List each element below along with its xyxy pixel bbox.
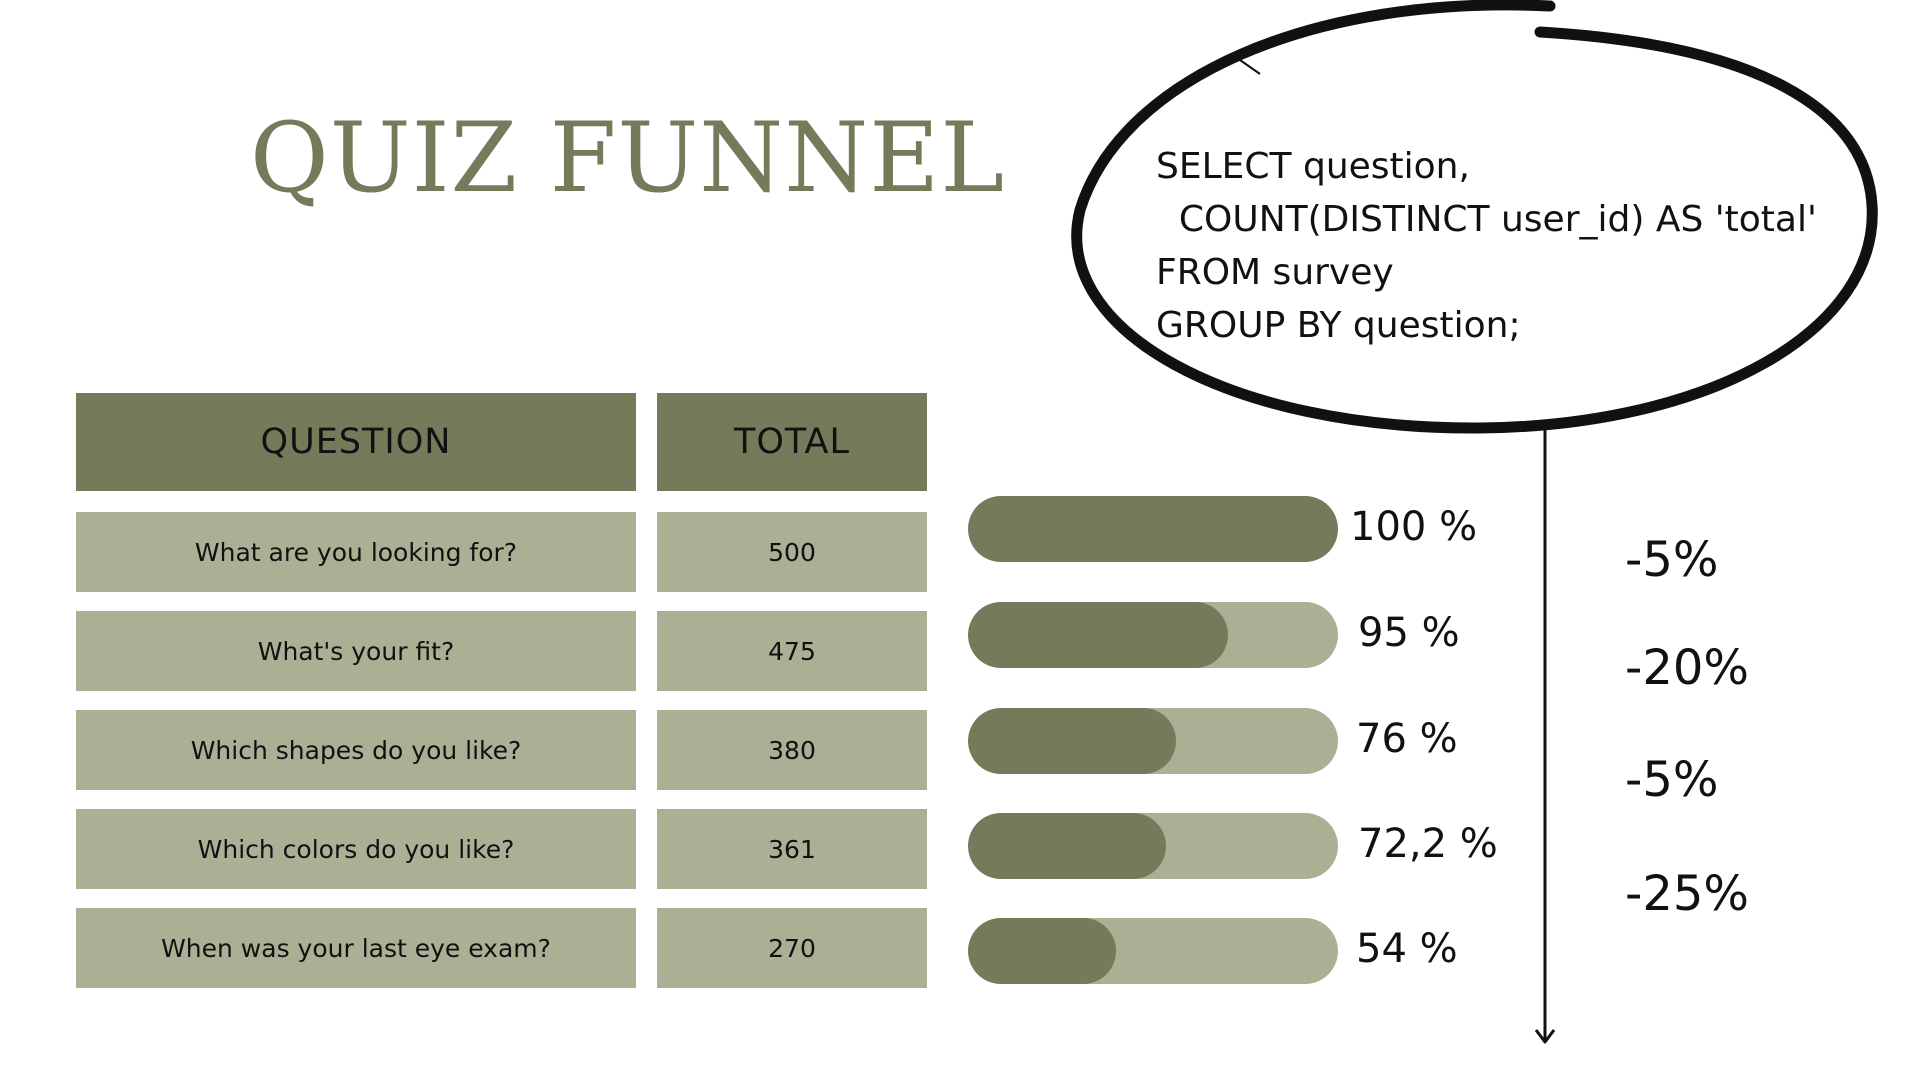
- question-cell: Which colors do you like?: [76, 809, 636, 889]
- question-cell: What are you looking for?: [76, 512, 636, 592]
- sql-line: COUNT(DISTINCT user_id) AS 'total': [1156, 199, 1817, 240]
- funnel-bar-track: [968, 602, 1338, 668]
- dropoff-label: -25%: [1625, 866, 1750, 922]
- down-arrow-icon: [1534, 430, 1556, 1044]
- funnel-bar-fill: [968, 813, 1166, 879]
- funnel-percent-label: 76 %: [1356, 716, 1458, 762]
- sql-line: FROM survey: [1156, 252, 1394, 293]
- column-header-question: QUESTION: [76, 393, 636, 491]
- question-cell: When was your last eye exam?: [76, 908, 636, 988]
- dropoff-label: -20%: [1625, 640, 1750, 696]
- total-cell: 380: [657, 710, 927, 790]
- funnel-bar-track: [968, 708, 1338, 774]
- funnel-percent-label: 100 %: [1350, 504, 1478, 550]
- question-cell: Which shapes do you like?: [76, 710, 636, 790]
- sql-line: SELECT question,: [1156, 146, 1470, 187]
- funnel-bar-fill: [968, 918, 1116, 984]
- column-header-total: TOTAL: [657, 393, 927, 491]
- funnel-bar-fill: [968, 708, 1177, 774]
- funnel-bar-fill: [968, 496, 1338, 562]
- funnel-percent-label: 95 %: [1358, 610, 1460, 656]
- question-cell: What's your fit?: [76, 611, 636, 691]
- total-cell: 270: [657, 908, 927, 988]
- total-cell: 500: [657, 512, 927, 592]
- sql-query: SELECT question, COUNT(DISTINCT user_id)…: [1156, 140, 1817, 352]
- total-cell: 475: [657, 611, 927, 691]
- total-cell: 361: [657, 809, 927, 889]
- sql-bubble-outline: [1071, 0, 1878, 434]
- dropoff-label: -5%: [1625, 532, 1719, 588]
- sql-line: GROUP BY question;: [1156, 305, 1521, 346]
- page-title: QUIZ FUNNEL: [250, 102, 1006, 214]
- funnel-bar-track: [968, 496, 1338, 562]
- funnel-percent-label: 72,2 %: [1358, 821, 1498, 867]
- funnel-percent-label: 54 %: [1356, 926, 1458, 972]
- dropoff-label: -5%: [1625, 752, 1719, 808]
- funnel-bar-track: [968, 918, 1338, 984]
- funnel-bar-track: [968, 813, 1338, 879]
- funnel-bar-fill: [968, 602, 1229, 668]
